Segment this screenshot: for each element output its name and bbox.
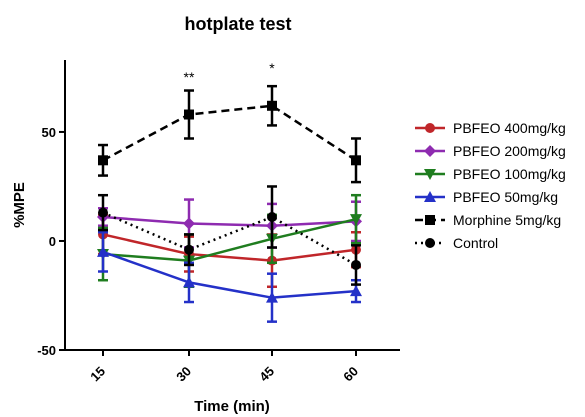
data-point <box>267 211 277 222</box>
data-point <box>97 245 109 257</box>
series-line <box>102 215 357 227</box>
legend-item: PBFEO 400mg/kg <box>415 120 566 136</box>
significance-annotation: ** <box>184 69 195 85</box>
y-tick-label: -50 <box>37 343 56 358</box>
axes: -50 0 50 15 30 45 60 <box>37 60 400 384</box>
data-point <box>350 285 362 297</box>
data-point <box>351 155 361 166</box>
legend-label: PBFEO 400mg/kg <box>453 120 566 136</box>
legend-label: PBFEO 50mg/kg <box>453 189 558 205</box>
data-point <box>183 276 195 288</box>
y-tick-label: 0 <box>49 234 56 249</box>
y-axis-label: %MPE <box>11 182 28 228</box>
series-6 <box>98 185 361 286</box>
legend-label: Morphine 5mg/kg <box>453 212 561 228</box>
legend-item: PBFEO 50mg/kg <box>415 189 558 205</box>
legend-label: PBFEO 200mg/kg <box>453 143 566 159</box>
legend-item: PBFEO 100mg/kg <box>415 166 566 182</box>
data-point <box>184 109 194 120</box>
series-layer <box>97 84 362 323</box>
significance-annotation: * <box>269 60 275 76</box>
chart-title: hotplate test <box>184 14 291 34</box>
series-line <box>102 250 357 299</box>
series-line <box>102 104 357 162</box>
series-5 <box>98 84 361 184</box>
legend-marker <box>425 123 435 133</box>
data-point <box>184 244 194 255</box>
legend-marker <box>424 191 436 202</box>
x-tick-label: 45 <box>256 364 277 385</box>
legend-label: PBFEO 100mg/kg <box>453 166 566 182</box>
legend-marker <box>424 145 436 157</box>
data-point <box>266 291 278 303</box>
legend-marker <box>424 169 436 180</box>
legend-marker <box>425 215 435 225</box>
x-tick-label: 15 <box>87 364 108 385</box>
data-point <box>98 155 108 166</box>
legend-item: Control <box>415 235 498 251</box>
legend-label: Control <box>453 235 498 251</box>
legend-marker <box>425 238 435 248</box>
y-tick-label: 50 <box>42 125 56 140</box>
data-point <box>350 214 362 226</box>
legend: PBFEO 400mg/kg PBFEO 200mg/kg PBFEO 100mg/… <box>415 120 566 251</box>
data-point <box>183 217 195 230</box>
x-tick-label: 30 <box>173 364 194 385</box>
x-axis-label: Time (min) <box>194 398 270 415</box>
data-point <box>351 259 361 270</box>
series-line <box>102 211 357 267</box>
annotations: *** <box>184 60 276 85</box>
series-2 <box>97 198 362 249</box>
legend-item: Morphine 5mg/kg <box>415 212 561 228</box>
data-point <box>267 100 277 111</box>
series-line <box>102 233 357 262</box>
x-tick-label: 60 <box>340 364 361 385</box>
data-point <box>98 207 108 218</box>
series-line <box>102 217 357 262</box>
legend-item: PBFEO 200mg/kg <box>415 143 566 159</box>
